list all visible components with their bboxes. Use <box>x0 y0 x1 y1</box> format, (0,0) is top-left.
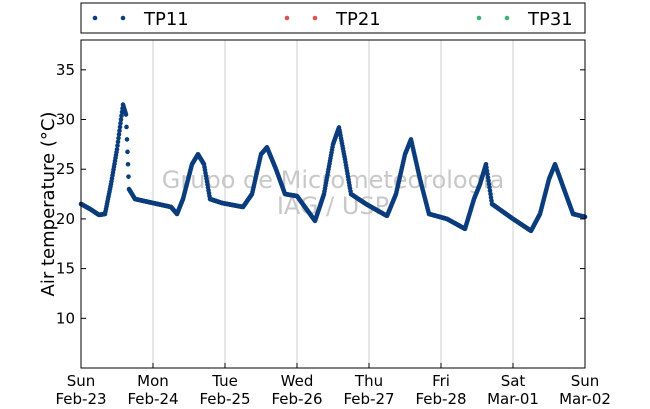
y-tick-label: 30 <box>56 111 75 129</box>
legend-item-tp11: TP11 <box>92 9 189 30</box>
data-point-tp11 <box>115 139 121 145</box>
x-tick-day: Sun <box>571 372 600 390</box>
x-tick-day: Sat <box>501 372 526 390</box>
data-point-tp11 <box>115 143 120 148</box>
x-axis: SunFeb-23MonFeb-24TueFeb-25WedFeb-26ThuF… <box>55 363 611 408</box>
legend-item-tp31: TP31 <box>476 9 573 30</box>
legend-marker <box>120 15 126 21</box>
data-point-tp11 <box>124 124 129 130</box>
data-point-tp11 <box>123 112 129 117</box>
legend-item-tp21: TP21 <box>284 9 381 30</box>
grid-lines <box>152 40 514 368</box>
x-tick-date: Feb-27 <box>343 390 394 408</box>
y-tick-label: 35 <box>56 61 75 79</box>
legend-marker <box>504 15 510 21</box>
y-tick-label: 20 <box>56 210 75 228</box>
data-point-tp11 <box>124 137 130 142</box>
x-tick-day: Thu <box>354 372 383 390</box>
x-tick-day: Wed <box>281 372 314 390</box>
y-tick-label: 10 <box>56 309 75 327</box>
x-tick-date: Feb-25 <box>199 390 250 408</box>
legend-marker <box>92 15 98 21</box>
legend-label: TP31 <box>527 9 573 30</box>
x-tick-date: Feb-23 <box>55 390 106 408</box>
x-tick-date: Mar-02 <box>559 390 611 408</box>
watermark-line-1: Grupo de Micrometeorologia <box>162 166 504 194</box>
y-axis: 10 15 20 25 30 35 <box>56 61 585 327</box>
x-tick-day: Mon <box>137 372 169 390</box>
data-point-tp11 <box>114 147 120 152</box>
data-point-tp11 <box>116 132 122 137</box>
x-tick-day: Sun <box>67 372 96 390</box>
data-point-tp11 <box>119 113 124 119</box>
y-tick-label: 15 <box>56 260 75 278</box>
data-point-tp11 <box>125 149 130 155</box>
watermark: Grupo de Micrometeorologia IAG / USP <box>162 166 504 220</box>
y-tick-label: 25 <box>56 160 75 178</box>
x-tick-day: Tue <box>211 372 238 390</box>
legend: TP11 TP21 TP31 <box>80 2 586 34</box>
data-point-tp11 <box>125 161 131 167</box>
legend-marker <box>476 15 482 21</box>
legend-marker <box>284 15 290 21</box>
x-tick-date: Feb-26 <box>271 390 322 408</box>
legend-frame <box>80 2 586 34</box>
plot-frame <box>80 39 586 369</box>
x-tick-date: Feb-24 <box>127 390 178 408</box>
x-tick-date: Feb-28 <box>415 390 466 408</box>
data-points <box>78 102 588 234</box>
legend-label: TP11 <box>143 9 189 30</box>
x-tick-date: Mar-01 <box>487 390 539 408</box>
data-point-tp11 <box>116 135 121 141</box>
legend-marker <box>312 15 318 21</box>
data-point-tp11 <box>117 124 123 130</box>
y-axis-title: Air temperature (°C) <box>38 112 59 297</box>
data-point-tp11 <box>126 174 131 179</box>
data-point-tp11 <box>118 120 123 126</box>
x-tick-day: Fri <box>432 372 450 390</box>
data-point-tp11 <box>118 117 124 122</box>
data-point-tp11 <box>117 128 122 133</box>
legend-label: TP21 <box>335 9 381 30</box>
